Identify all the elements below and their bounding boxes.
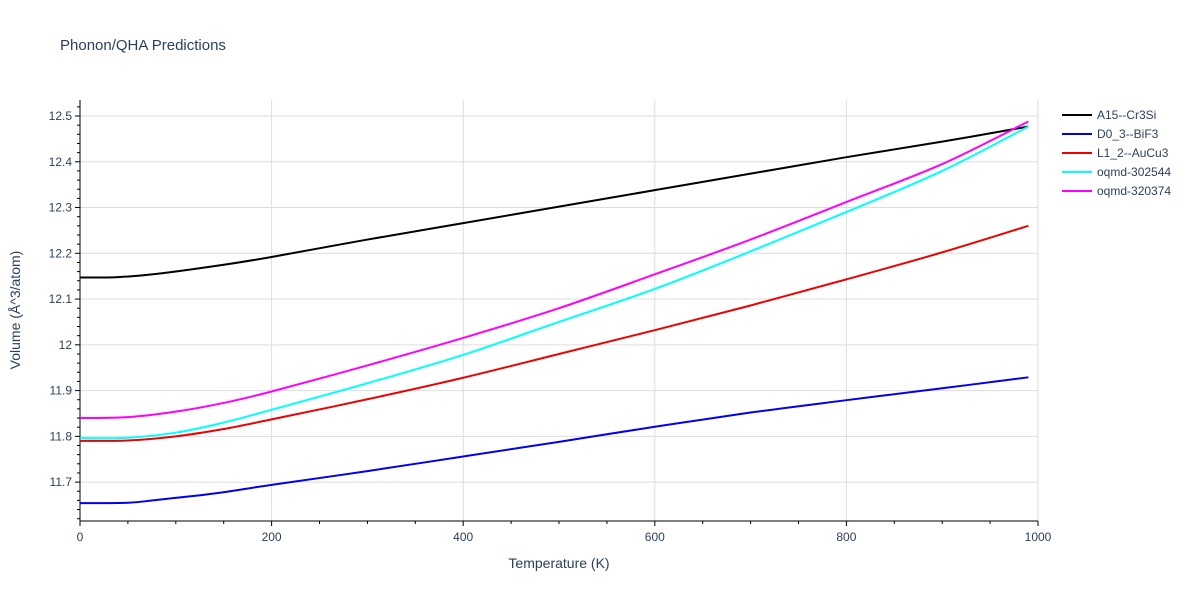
axes: 0 200 400 600 800 1000 11.7 11.8 11.9 12 12.1 12.2 1… — [49, 100, 1052, 544]
y-tick-label: 12.4 — [49, 155, 73, 169]
series-line-L1_2--AuCu3 — [79, 224, 1029, 442]
x-tick-label: 0 — [77, 530, 84, 544]
y-tick-label: 12.3 — [49, 201, 73, 215]
legend-label: oqmd-320374 — [1097, 184, 1171, 198]
y-tick-label: 11.7 — [50, 475, 73, 489]
chart-title: Phonon/QHA Predictions — [60, 37, 226, 54]
series-lines — [79, 120, 1029, 505]
series-line-oqmd-302544 — [79, 125, 1029, 440]
legend-label: oqmd-302544 — [1097, 165, 1171, 179]
y-tick-label: 12.2 — [49, 246, 73, 260]
legend-item[interactable]: L1_2--AuCu3 — [1062, 146, 1169, 160]
y-tick-label: 12.5 — [49, 109, 73, 123]
x-tick-label: 200 — [262, 530, 282, 544]
legend-label: D0_3--BiF3 — [1097, 127, 1159, 141]
x-axis-title: Temperature (K) — [508, 555, 609, 571]
legend-label: A15--Cr3Si — [1097, 108, 1156, 122]
x-tick-label: 600 — [645, 530, 665, 544]
legend-item[interactable]: D0_3--BiF3 — [1062, 127, 1159, 141]
grid — [80, 100, 1039, 521]
series-line-D0_3--BiF3 — [79, 376, 1029, 505]
x-tick-label: 400 — [453, 530, 473, 544]
legend-label: L1_2--AuCu3 — [1097, 146, 1169, 160]
y-tick-label: 11.9 — [50, 384, 73, 398]
series-line-oqmd-320374 — [79, 120, 1029, 420]
y-axis-title: Volume (Å^3/atom) — [7, 251, 23, 370]
y-tick-label: 12.1 — [49, 292, 73, 306]
y-tick-label: 11.8 — [50, 429, 73, 443]
series-line-A15--Cr3Si — [79, 125, 1029, 279]
y-tick-label: 12 — [59, 338, 73, 352]
x-tick-label: 1000 — [1025, 530, 1052, 544]
x-tick-label: 800 — [836, 530, 856, 544]
legend-item[interactable]: A15--Cr3Si — [1062, 108, 1156, 122]
legend-item[interactable]: oqmd-302544 — [1062, 165, 1171, 179]
legend-item[interactable]: oqmd-320374 — [1062, 184, 1171, 198]
legend[interactable]: A15--Cr3Si D0_3--BiF3 L1_2--AuCu3 oqmd-3025… — [1062, 108, 1171, 198]
